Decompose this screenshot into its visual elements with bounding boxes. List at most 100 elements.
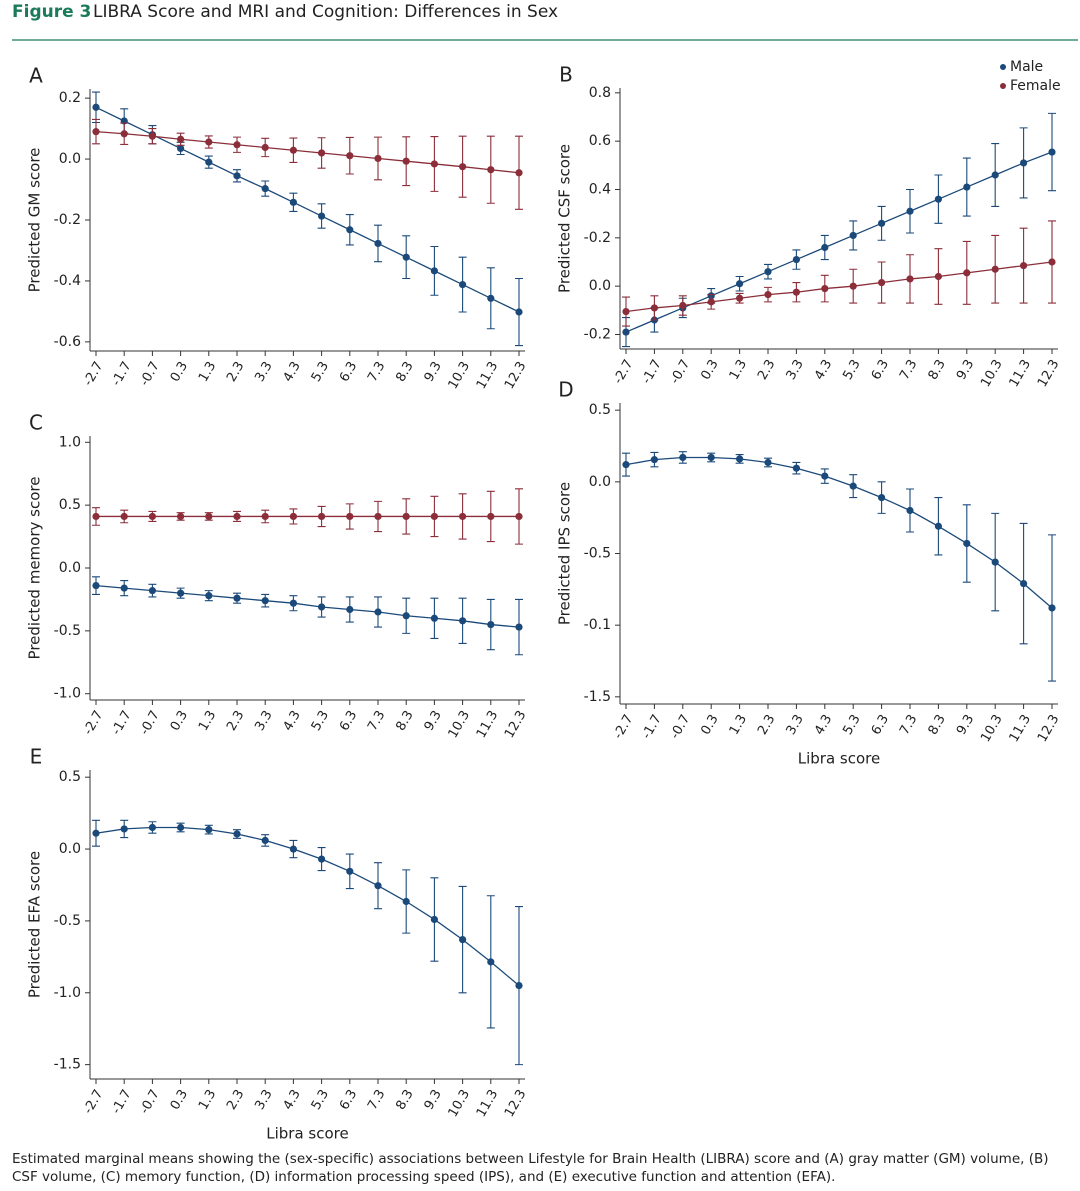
y-tick-label: 1.0: [59, 434, 81, 450]
panel: C Predicted memory score 1.0 0.5 0.0 -0.5 -1.0…: [26, 411, 530, 741]
x-tick-label: 1.3: [727, 712, 750, 737]
x-tick-label: 4.3: [281, 359, 304, 384]
point: [346, 867, 354, 875]
caption: Estimated marginal means showing the (se…: [12, 1151, 1049, 1185]
point: [1048, 148, 1056, 156]
x-tick-label: 4.3: [812, 712, 835, 737]
y-tick-label: -0.4: [54, 273, 81, 289]
point: [934, 195, 943, 203]
x-tick-label: 5.3: [840, 357, 863, 382]
point: [261, 143, 269, 152]
x-tick-label: 5.3: [309, 1087, 332, 1112]
y-axis-label: Predicted CSF score: [556, 144, 574, 293]
y-tick-label: -0.6: [54, 334, 81, 350]
figure-label: Figure 3: [12, 2, 91, 22]
point: [346, 152, 354, 160]
point: [233, 830, 241, 838]
x-tick-label: 7.3: [897, 712, 920, 737]
x-tick-label: 7.3: [365, 708, 388, 733]
point: [148, 132, 156, 140]
point: [318, 212, 326, 220]
point: [148, 512, 156, 521]
point: [736, 280, 744, 288]
x-tick-label: 2.3: [224, 359, 247, 384]
x-tick-label: -2.7: [81, 1087, 107, 1116]
x-tick-label: -1.7: [639, 357, 665, 386]
x-tick-label: 0.3: [168, 359, 191, 384]
point: [515, 512, 523, 521]
x-tick-label: 9.3: [422, 708, 445, 733]
x-tick-label: 12.3: [502, 1087, 529, 1120]
panel: A Predicted GM score 0.2 0.0 -0.2 -0.4 -0.6-2.…: [26, 64, 530, 392]
point: [261, 512, 269, 521]
point: [92, 829, 100, 837]
y-tick-label: -0.5: [54, 623, 81, 639]
series-line: [625, 261, 1053, 313]
legend-label: Female: [1010, 78, 1061, 94]
x-tick-label: 8.3: [926, 357, 949, 382]
point: [1048, 258, 1056, 266]
x-tick-label: 10.3: [446, 1087, 473, 1120]
point: [963, 539, 971, 548]
point: [515, 623, 523, 631]
point: [261, 836, 269, 845]
point: [991, 558, 999, 566]
x-tick-label: 11.3: [474, 708, 501, 741]
point: [487, 294, 495, 302]
x-tick-label: 12.3: [1035, 712, 1062, 745]
point: [821, 472, 829, 480]
y-axis-label: Predicted GM score: [26, 148, 44, 293]
x-tick-label: 3.3: [252, 359, 275, 384]
point: [374, 512, 382, 521]
point: [92, 103, 100, 111]
point: [764, 268, 772, 276]
point: [487, 958, 495, 966]
point: [177, 144, 185, 153]
point: [318, 512, 326, 521]
x-tick-label: -1.7: [109, 708, 135, 737]
x-tick-label: -1.7: [639, 712, 665, 741]
y-tick-label: -0.5: [584, 546, 611, 562]
x-tick-label: 8.3: [393, 1087, 416, 1112]
x-tick-label: -1.7: [109, 359, 135, 388]
point: [707, 298, 715, 306]
point: [374, 882, 382, 890]
point: [1048, 604, 1056, 612]
x-tick-label: 10.3: [978, 712, 1005, 745]
x-tick-label: -2.7: [611, 357, 637, 386]
point: [1020, 580, 1028, 588]
point: [764, 291, 772, 299]
point: [120, 512, 128, 521]
point: [374, 608, 382, 616]
point: [289, 512, 297, 521]
y-axis-label: Predicted memory score: [26, 477, 44, 660]
series-line: [625, 151, 1053, 333]
x-tick-label: 7.3: [897, 357, 920, 382]
point: [289, 599, 297, 607]
point: [233, 172, 241, 180]
x-tick-label: 2.3: [224, 1087, 247, 1112]
point: [289, 845, 297, 853]
x-tick-label: 1.3: [196, 359, 219, 384]
y-tick-label: 0.4: [589, 182, 611, 198]
point: [622, 461, 630, 469]
x-tick-label: 3.3: [252, 1087, 275, 1112]
panel-label: A: [29, 64, 43, 88]
point: [402, 157, 410, 165]
x-tick-label: 1.3: [196, 1087, 219, 1112]
x-tick-label: 6.3: [337, 359, 360, 384]
point: [679, 453, 687, 462]
y-tick-label: -0.2: [584, 230, 611, 246]
point: [515, 981, 523, 990]
point: [430, 915, 438, 924]
point: [906, 506, 914, 515]
y-tick-label: -1.5: [54, 1057, 81, 1073]
point: [120, 130, 128, 138]
point: [402, 253, 410, 261]
x-tick-label: 12.3: [502, 359, 529, 392]
x-tick-label: 5.3: [309, 708, 332, 733]
point: [707, 453, 715, 462]
x-tick-label: 11.3: [1007, 357, 1034, 390]
point: [736, 294, 744, 302]
point: [622, 307, 630, 316]
